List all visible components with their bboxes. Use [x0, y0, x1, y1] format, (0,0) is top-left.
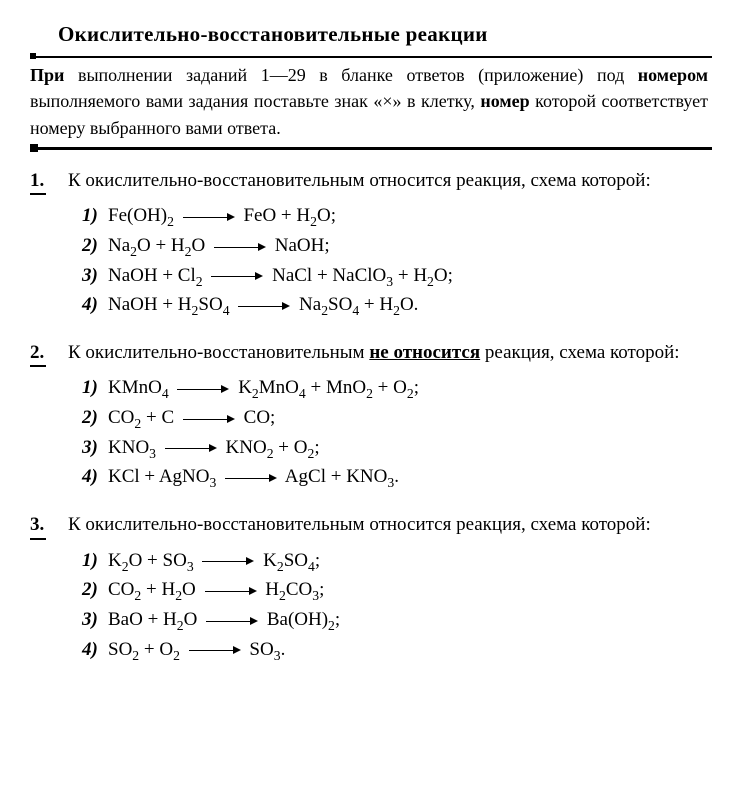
instr-mid: выполнении заданий 1—29 в бланке ответов… [78, 65, 638, 85]
question-number: 3. [30, 512, 46, 540]
reaction-arrow-icon [225, 469, 277, 488]
reaction-arrow-icon [183, 207, 235, 226]
option: 4)KCl + AgNO3 AgCl + KNO3. [82, 464, 712, 490]
option: 1)KMnO4 K2MnO4 + MnO2 + O2; [82, 375, 712, 401]
reaction-arrow-icon [165, 439, 217, 458]
chemical-formula: NaOH + H2SO4 Na2SO4 + H2O. [108, 292, 418, 318]
chemical-formula: Na2O + H2O NaOH; [108, 233, 330, 259]
option-number: 1) [82, 375, 108, 401]
option-number: 3) [82, 263, 108, 289]
option-number: 2) [82, 405, 108, 431]
reaction-arrow-icon [183, 409, 235, 428]
chemical-formula: BaO + H2O Ba(OH)2; [108, 607, 340, 633]
option-number: 4) [82, 637, 108, 663]
chemical-formula: CO2 + C CO; [108, 405, 275, 431]
reaction-arrow-icon [238, 296, 290, 315]
option: 2)CO2 + C CO; [82, 405, 712, 431]
question: 3. К окислительно-восстановительным относ… [30, 512, 712, 662]
question-text: К окислительно-восстановительным относит… [68, 512, 712, 538]
chemical-formula: KCl + AgNO3 AgCl + KNO3. [108, 464, 399, 490]
reaction-arrow-icon [202, 552, 254, 571]
option-number: 4) [82, 292, 108, 318]
chemical-formula: NaOH + Cl2 NaCl + NaClO3 + H2O; [108, 263, 453, 289]
chemical-formula: KMnO4 K2MnO4 + MnO2 + O2; [108, 375, 419, 401]
reaction-arrow-icon [189, 641, 241, 660]
option-number: 4) [82, 464, 108, 490]
questions-container: 1. К окислительно-восстановительным относ… [30, 168, 712, 663]
option: 3)KNO3 KNO2 + O2; [82, 435, 712, 461]
reaction-arrow-icon [206, 611, 258, 630]
option-number: 3) [82, 607, 108, 633]
options-list: 1)K2O + SO3 K2SO4;2)CO2 + H2O H2CO3;3)Ba… [82, 548, 712, 663]
page-title: Окислительно-восстановительные реакции [30, 20, 712, 48]
divider-top [30, 56, 712, 58]
reaction-arrow-icon [177, 380, 229, 399]
option: 3)NaOH + Cl2 NaCl + NaClO3 + H2O; [82, 263, 712, 289]
question-text: К окислительно-восстановительным не отно… [68, 340, 712, 366]
options-list: 1)KMnO4 K2MnO4 + MnO2 + O2;2)CO2 + C CO;… [82, 375, 712, 490]
instructions-text: При выполнении заданий 1—29 в бланке отв… [30, 60, 712, 142]
instr-mid3: выполняемого вами задания поставьте знак… [30, 91, 480, 111]
question-number: 1. [30, 168, 46, 196]
option-number: 2) [82, 577, 108, 603]
question: 1. К окислительно-восстановительным относ… [30, 168, 712, 318]
option: 2)Na2O + H2O NaOH; [82, 233, 712, 259]
divider-bottom [30, 147, 712, 150]
option: 4)NaOH + H2SO4 Na2SO4 + H2O. [82, 292, 712, 318]
instr-mid2: номером [638, 65, 708, 85]
options-list: 1)Fe(OH)2 FeO + H2O;2)Na2O + H2O NaOH;3)… [82, 203, 712, 318]
chemical-formula: KNO3 KNO2 + O2; [108, 435, 320, 461]
chemical-formula: Fe(OH)2 FeO + H2O; [108, 203, 336, 229]
chemical-formula: SO2 + O2 SO3. [108, 637, 285, 663]
option: 4)SO2 + O2 SO3. [82, 637, 712, 663]
option-number: 3) [82, 435, 108, 461]
reaction-arrow-icon [205, 581, 257, 600]
question-number: 2. [30, 340, 46, 368]
reaction-arrow-icon [214, 237, 266, 256]
instr-pre: При [30, 65, 78, 85]
option-number: 2) [82, 233, 108, 259]
option: 3)BaO + H2O Ba(OH)2; [82, 607, 712, 633]
instr-end1: номер [480, 91, 529, 111]
chemical-formula: K2O + SO3 K2SO4; [108, 548, 320, 574]
option-number: 1) [82, 548, 108, 574]
reaction-arrow-icon [211, 267, 263, 286]
question-text: К окислительно-восстановительным относит… [68, 168, 712, 194]
option-number: 1) [82, 203, 108, 229]
question: 2. К окислительно-восстановительным не от… [30, 340, 712, 490]
option: 1)Fe(OH)2 FeO + H2O; [82, 203, 712, 229]
option: 1)K2O + SO3 K2SO4; [82, 548, 712, 574]
option: 2)CO2 + H2O H2CO3; [82, 577, 712, 603]
chemical-formula: CO2 + H2O H2CO3; [108, 577, 324, 603]
